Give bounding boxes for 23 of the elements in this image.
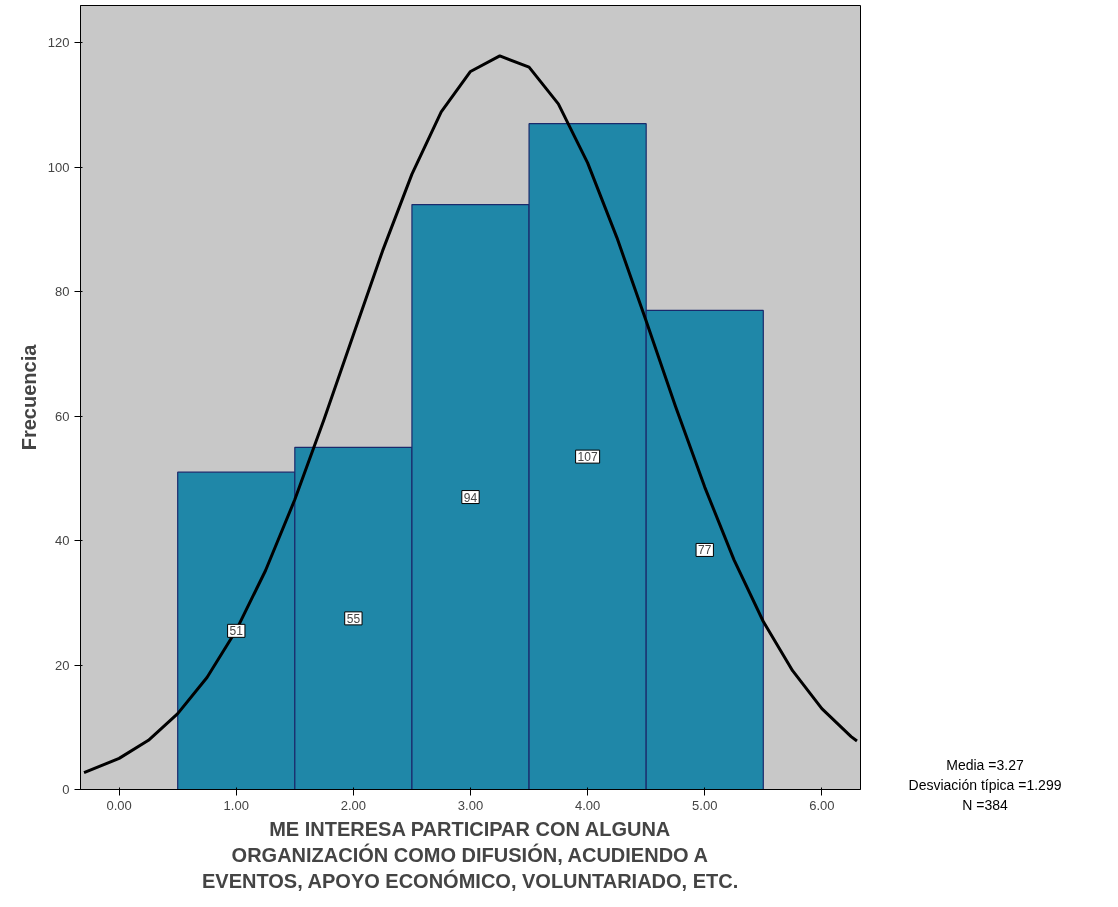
x-tick-label: 4.00 bbox=[574, 797, 601, 813]
x-tick-label: 6.00 bbox=[809, 797, 835, 813]
y-tick-label: 100 bbox=[47, 159, 70, 175]
y-tick-label: 40 bbox=[55, 533, 70, 549]
data-label: 94 bbox=[463, 490, 478, 505]
y-tick-label: 120 bbox=[47, 35, 70, 51]
y-axis-title: Frecuencia bbox=[17, 343, 40, 451]
y-tick-label: 80 bbox=[55, 284, 70, 300]
x-tick-label: 0.00 bbox=[106, 797, 132, 813]
data-label: 77 bbox=[698, 543, 712, 558]
x-tick-label: 1.00 bbox=[223, 797, 249, 813]
y-tick-label: 60 bbox=[55, 408, 70, 424]
x-tick-label: 3.00 bbox=[457, 797, 484, 813]
text: Media =3.27 Desviación típica =1.299 N =384 bbox=[908, 756, 1062, 815]
data-label: 51 bbox=[229, 624, 244, 639]
x-axis-title: ME INTERESA PARTICIPAR CON ALGUNA ORGANIZACIÓN COMO DIFUSIÓN, ACUDIENDO A EVENTOS, APOYO ECONÓMICO, VOLUNTARIADO, ETC. bbox=[201, 817, 739, 893]
data-label: 107 bbox=[577, 450, 598, 465]
y-tick-label: 0 bbox=[62, 782, 70, 797]
x-tick-label: 2.00 bbox=[340, 797, 367, 813]
line-series bbox=[82, 54, 859, 775]
data-label: 55 bbox=[346, 611, 361, 626]
y-tick-label: 20 bbox=[55, 657, 70, 673]
x-tick-label: 5.00 bbox=[692, 797, 718, 813]
